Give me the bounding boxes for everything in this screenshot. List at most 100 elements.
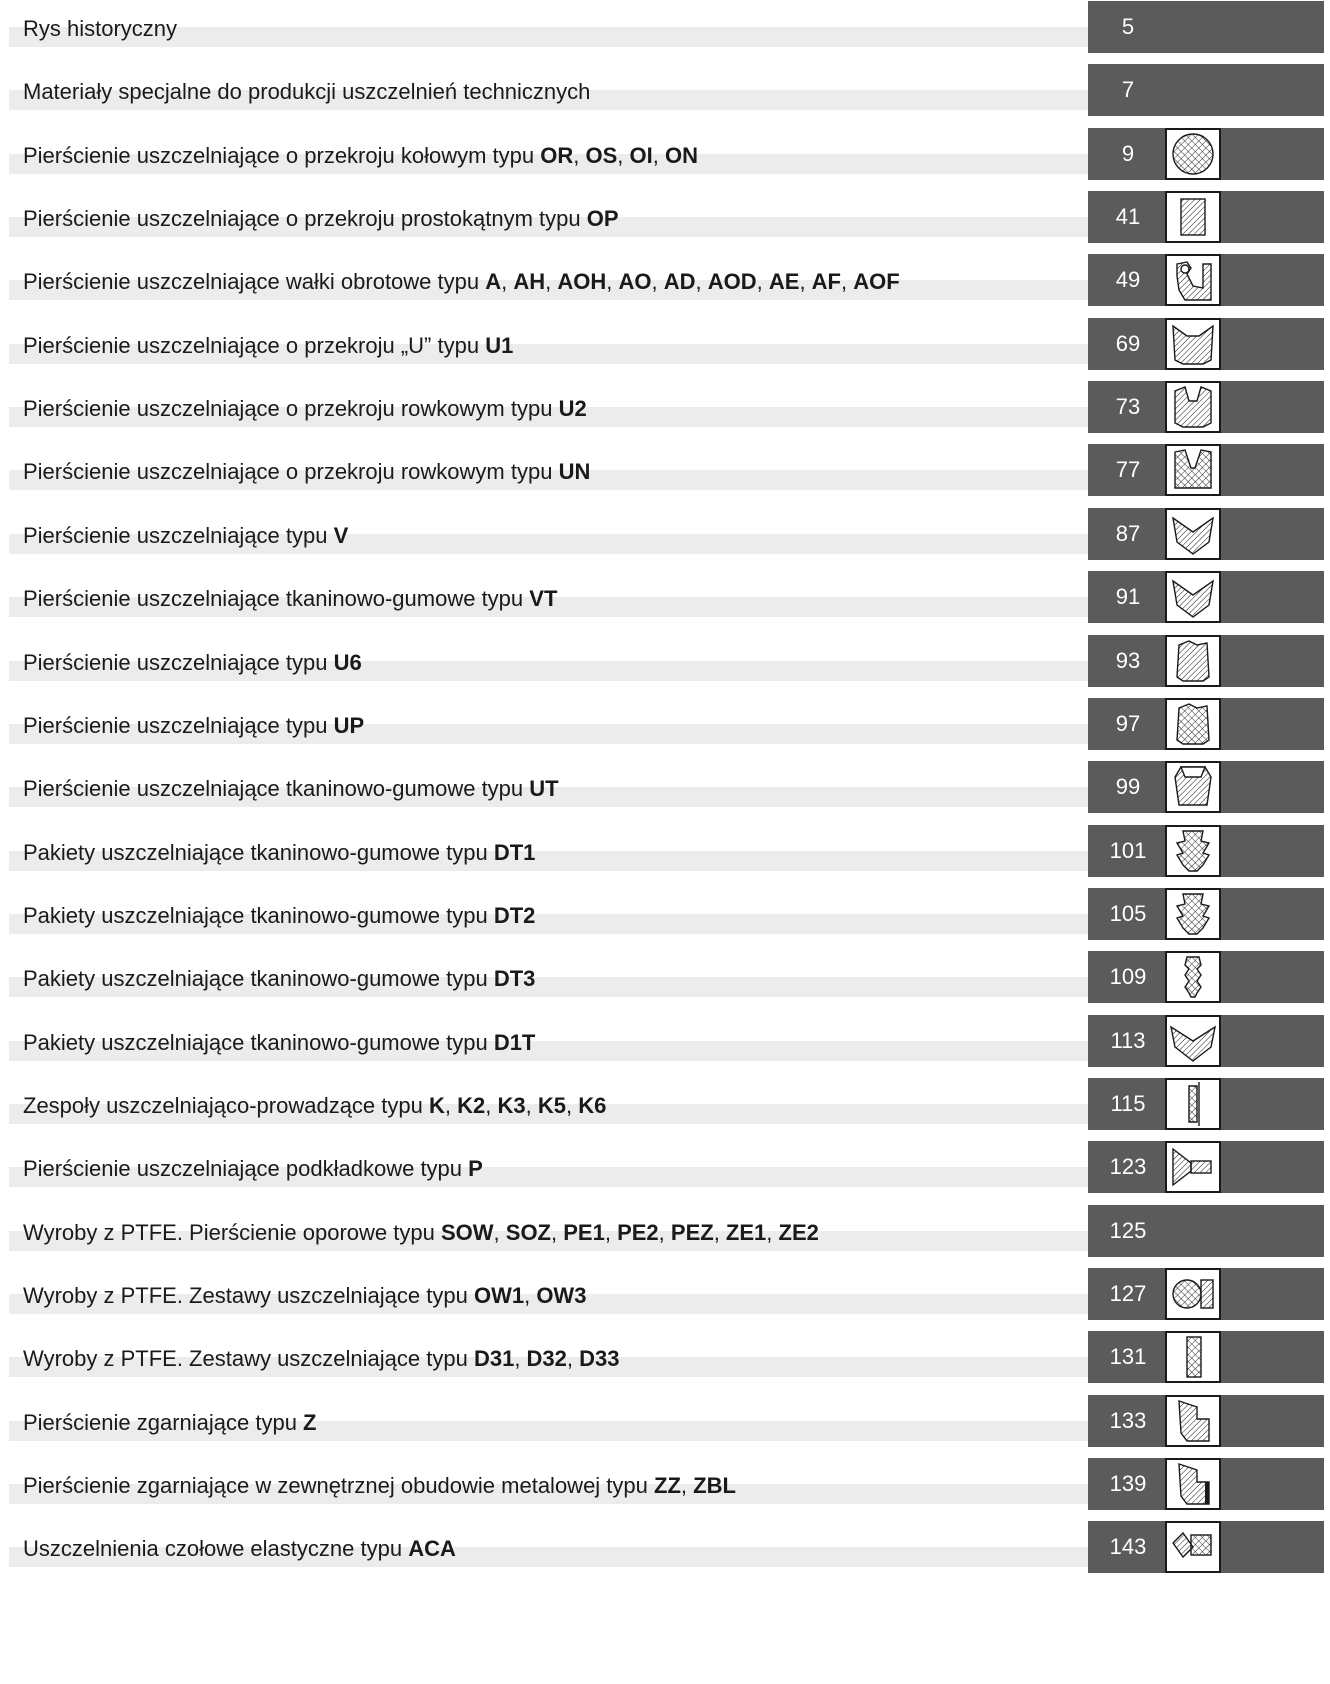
page-number[interactable]: 73: [1115, 394, 1141, 419]
entry-title-text: ,: [551, 1220, 564, 1245]
entry-title-text: Wyroby z PTFE. Pierścienie oporowe typu: [23, 1220, 441, 1245]
toc-entry[interactable]: Pierścienie zgarniające typu Z 133: [0, 1395, 1330, 1447]
seal-stack-icon: [1165, 888, 1221, 940]
entry-stripe: [9, 1231, 1088, 1251]
entry-title-text: Pierścienie uszczelniające tkaninowo-gum…: [23, 776, 530, 801]
entry-title-text: ,: [799, 269, 812, 294]
entry-title-text: Pierścienie uszczelniające o przekroju p…: [23, 206, 587, 231]
toc-entry[interactable]: Pierścienie uszczelniające wałki obrotow…: [0, 254, 1330, 306]
oring-with-ring-icon: [1165, 1268, 1221, 1320]
toc-entry[interactable]: Pakiety uszczelniające tkaninowo-gumowe …: [0, 951, 1330, 1003]
page-number[interactable]: 133: [1109, 1408, 1147, 1433]
u6-section-icon: [1165, 635, 1221, 687]
entry-title-text: ,: [756, 269, 769, 294]
toc-entry[interactable]: Pierścienie uszczelniające o przekroju p…: [0, 191, 1330, 243]
toc-entry[interactable]: Pierścienie uszczelniające typu V 87: [0, 508, 1330, 560]
entry-type-code: ZBL: [693, 1473, 736, 1498]
page-number[interactable]: 9: [1121, 141, 1135, 166]
entry-stripe: [9, 977, 1088, 997]
page-number[interactable]: 139: [1109, 1471, 1147, 1496]
page-number[interactable]: 127: [1109, 1281, 1147, 1306]
entry-stripe: [9, 27, 1088, 47]
toc-entry[interactable]: Wyroby z PTFE. Zestawy uszczelniające ty…: [0, 1268, 1330, 1320]
v-section-icon: [1165, 508, 1221, 560]
page-number[interactable]: 69: [1115, 331, 1141, 356]
entry-type-code: U1: [485, 333, 514, 358]
toc-entry[interactable]: Wyroby z PTFE. Zestawy uszczelniające ty…: [0, 1331, 1330, 1383]
page-number[interactable]: 49: [1115, 267, 1141, 292]
page-number[interactable]: 125: [1109, 1218, 1147, 1243]
toc-entry[interactable]: Pierścienie uszczelniające o przekroju r…: [0, 444, 1330, 496]
toc-entry[interactable]: Pierścienie uszczelniające typu UP 97: [0, 698, 1330, 750]
toc-entry[interactable]: Pakiety uszczelniające tkaninowo-gumowe …: [0, 1015, 1330, 1067]
page-number[interactable]: 115: [1110, 1091, 1146, 1116]
toc-entry[interactable]: Pierścienie uszczelniające o przekroju r…: [0, 381, 1330, 433]
toc-entry[interactable]: Pierścienie uszczelniające o przekroju „…: [0, 318, 1330, 370]
entry-type-code: AD: [663, 269, 696, 294]
entry-title-text: Wyroby z PTFE. Zestawy uszczelniające ty…: [23, 1283, 474, 1308]
page-number[interactable]: 91: [1115, 584, 1141, 609]
toc-entry[interactable]: Wyroby z PTFE. Pierścienie oporowe typu …: [0, 1205, 1330, 1257]
entry-title-text: Wyroby z PTFE. Zestawy uszczelniające ty…: [23, 1346, 474, 1371]
page-number-box: [1088, 64, 1324, 116]
wide-v-section-icon: [1165, 1015, 1221, 1067]
entry-title-text: ,: [651, 269, 664, 294]
toc-entry[interactable]: Pierścienie uszczelniające tkaninowo-gum…: [0, 571, 1330, 623]
entry-stripe: [9, 344, 1088, 364]
page-number[interactable]: 109: [1109, 964, 1147, 989]
page-number[interactable]: 77: [1115, 457, 1141, 482]
page-number[interactable]: 93: [1115, 648, 1141, 673]
entry-type-code: U2: [558, 396, 587, 421]
entry-title-text: Pierścienie uszczelniające o przekroju r…: [23, 396, 559, 421]
toc-entry[interactable]: Pierścienie zgarniające w zewnętrznej ob…: [0, 1458, 1330, 1510]
page-number-box: [1088, 1205, 1324, 1257]
entry-type-code: AOH: [557, 269, 607, 294]
toc-entry[interactable]: Pakiety uszczelniające tkaninowo-gumowe …: [0, 888, 1330, 940]
page-number[interactable]: 87: [1115, 521, 1141, 546]
toc-entry[interactable]: Zespoły uszczelniająco-prowadzące typu K…: [0, 1078, 1330, 1130]
toc-entry[interactable]: Rys historyczny 5: [0, 1, 1330, 53]
toc-entry[interactable]: Pierścienie uszczelniające o przekroju k…: [0, 128, 1330, 180]
toc-entry[interactable]: Pierścienie uszczelniające podkładkowe t…: [0, 1141, 1330, 1193]
entry-type-code: AOD: [707, 269, 757, 294]
entry-title: Pierścienie uszczelniające o przekroju r…: [23, 395, 587, 423]
page-number[interactable]: 101: [1109, 838, 1147, 863]
groove-section-deep-icon: [1165, 444, 1221, 496]
entry-title: Wyroby z PTFE. Zestawy uszczelniające ty…: [23, 1282, 586, 1310]
entry-title: Pierścienie uszczelniające tkaninowo-gum…: [23, 585, 557, 613]
entry-type-code: ACA: [408, 1536, 456, 1561]
entry-title: Pierścienie uszczelniające typu V: [23, 522, 348, 550]
entry-stripe: [9, 1294, 1088, 1314]
page-number[interactable]: 41: [1115, 204, 1141, 229]
toc-entry[interactable]: Pierścienie uszczelniające typu U6 93: [0, 635, 1330, 687]
entry-title-text: Pierścienie zgarniające typu: [23, 1410, 304, 1435]
circle-section-icon: [1165, 128, 1221, 180]
page-number[interactable]: 113: [1110, 1028, 1146, 1053]
toc-entry[interactable]: Pakiety uszczelniające tkaninowo-gumowe …: [0, 825, 1330, 877]
entry-type-code: OP: [586, 206, 619, 231]
toc-entry[interactable]: Pierścienie uszczelniające tkaninowo-gum…: [0, 761, 1330, 813]
page-number[interactable]: 99: [1115, 774, 1141, 799]
page-number[interactable]: 123: [1109, 1154, 1147, 1179]
entry-title-text: Pakiety uszczelniające tkaninowo-gumowe …: [23, 840, 494, 865]
entry-type-code: D33: [579, 1346, 620, 1371]
page-number[interactable]: 5: [1121, 14, 1135, 39]
entry-type-code: A: [485, 269, 502, 294]
toc-entry[interactable]: Materiały specjalne do produkcji uszczel…: [0, 64, 1330, 116]
page-number[interactable]: 131: [1109, 1344, 1147, 1369]
page-number[interactable]: 105: [1109, 901, 1147, 926]
page-number[interactable]: 143: [1109, 1534, 1147, 1559]
toc-entry[interactable]: Uszczelnienia czołowe elastyczne typu AC…: [0, 1521, 1330, 1573]
entry-title-text: ,: [695, 269, 708, 294]
page-number[interactable]: 97: [1115, 711, 1141, 736]
wiper-metal-icon: [1165, 1458, 1221, 1510]
ptfe-set-icon: [1165, 1331, 1221, 1383]
entry-title: Pakiety uszczelniające tkaninowo-gumowe …: [23, 1029, 535, 1057]
entry-type-code: DT1: [493, 840, 536, 865]
entry-stripe: [9, 597, 1088, 617]
page-number[interactable]: 7: [1121, 77, 1135, 102]
entry-title: Pierścienie uszczelniające wałki obrotow…: [23, 268, 900, 296]
entry-title: Materiały specjalne do produkcji uszczel…: [23, 78, 590, 106]
entry-type-code: ZZ: [654, 1473, 681, 1498]
v-section-icon: [1165, 571, 1221, 623]
